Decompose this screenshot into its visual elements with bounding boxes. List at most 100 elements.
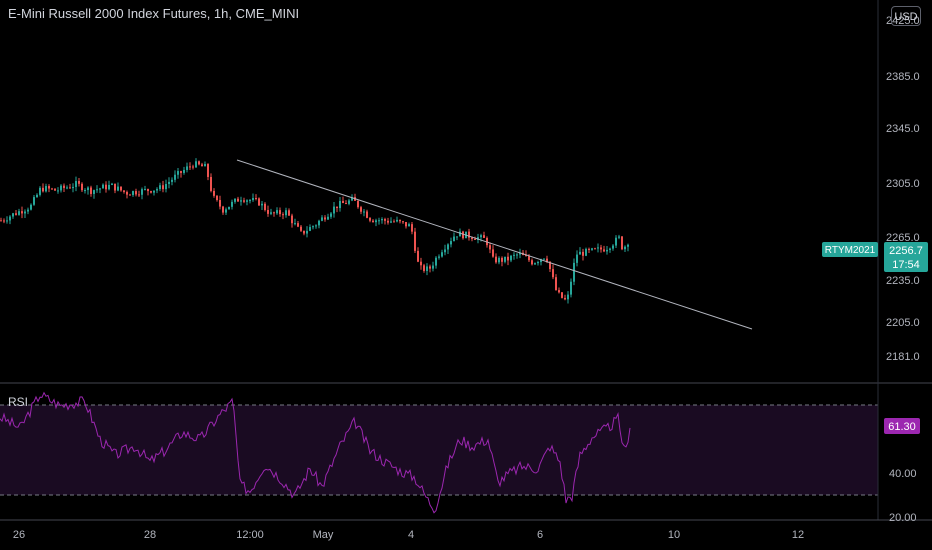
candle-body xyxy=(33,197,35,205)
last-price-value: 2256.7 xyxy=(889,245,923,257)
candle-body xyxy=(171,179,173,182)
candle-body xyxy=(432,265,434,269)
candle-body xyxy=(51,188,53,190)
candle-body xyxy=(480,235,482,238)
candle-body xyxy=(414,231,416,251)
candle-body xyxy=(489,245,491,250)
candle-body xyxy=(375,220,377,223)
candle-body xyxy=(570,281,572,295)
candle-body xyxy=(567,294,569,300)
candle-body xyxy=(366,211,368,218)
candlestick-series xyxy=(0,158,629,304)
bar-countdown: 17:54 xyxy=(892,259,920,271)
candle-body xyxy=(132,191,134,195)
candle-body xyxy=(426,266,428,271)
candle-body xyxy=(384,219,386,221)
candle-body xyxy=(168,181,170,185)
candle-body xyxy=(141,189,143,195)
trend-line[interactable] xyxy=(236,159,753,330)
rsi-axis[interactable]: 40.00 20.00 xyxy=(889,468,917,524)
rsi-line xyxy=(0,391,631,514)
candle-body xyxy=(102,184,104,189)
candle-body xyxy=(123,190,125,192)
candle-body xyxy=(618,236,620,238)
price-tick-label: 2235.0 xyxy=(886,275,920,287)
candle-body xyxy=(294,223,296,225)
candle-body xyxy=(222,206,224,213)
candle-body xyxy=(210,176,212,191)
price-tick-label: 2265.0 xyxy=(886,232,920,244)
rsi-pane-label[interactable]: RSI xyxy=(8,395,29,409)
candle-body xyxy=(390,221,392,223)
candle-body xyxy=(249,200,251,202)
candle-body xyxy=(108,184,110,190)
candle-body xyxy=(357,200,359,208)
candle-body xyxy=(297,223,299,227)
candle-body xyxy=(447,244,449,250)
rsi-band xyxy=(0,405,878,495)
candle-body xyxy=(246,200,248,202)
candle-body xyxy=(537,262,539,264)
rsi-value: 61.30 xyxy=(888,421,916,433)
price-tick-label: 2305.0 xyxy=(886,178,920,190)
candle-body xyxy=(27,209,29,212)
candle-body xyxy=(459,231,461,237)
candle-body xyxy=(453,236,455,242)
candle-body xyxy=(624,246,626,250)
currency-button[interactable]: USD xyxy=(891,6,921,26)
candle-body xyxy=(333,206,335,214)
candle-body xyxy=(72,186,74,189)
candle-body xyxy=(204,164,206,167)
candle-body xyxy=(378,220,380,222)
candle-body xyxy=(387,220,389,223)
candle-body xyxy=(504,256,506,262)
candle-body xyxy=(93,190,95,194)
candle-body xyxy=(18,211,20,215)
candle-body xyxy=(318,220,320,226)
rsi-tick-label: 40.00 xyxy=(889,468,917,480)
candle-body xyxy=(585,248,587,256)
candle-body xyxy=(444,249,446,253)
candle-body xyxy=(516,254,518,256)
candle-body xyxy=(420,261,422,266)
candle-body xyxy=(591,248,593,250)
candle-body xyxy=(321,217,323,221)
time-tick-label: May xyxy=(313,529,334,541)
candle-body xyxy=(558,290,560,293)
candle-body xyxy=(393,221,395,223)
candle-body xyxy=(549,261,551,270)
price-tick-label: 2345.0 xyxy=(886,123,920,135)
candle-body xyxy=(267,210,269,214)
candle-body xyxy=(99,188,101,190)
candle-body xyxy=(15,213,17,215)
candle-body xyxy=(429,266,431,269)
candle-body xyxy=(588,248,590,250)
candle-body xyxy=(396,219,398,222)
candle-body xyxy=(351,197,353,201)
candle-body xyxy=(75,181,77,187)
candle-body xyxy=(597,247,599,249)
candle-body xyxy=(195,161,197,168)
time-axis[interactable]: 26 28 12:00 May 4 6 10 12 xyxy=(13,529,804,541)
candle-body xyxy=(69,187,71,189)
candle-body xyxy=(237,198,239,202)
candle-body xyxy=(456,236,458,238)
candle-body xyxy=(177,171,179,175)
candle-body xyxy=(363,211,365,213)
candle-body xyxy=(30,204,32,210)
candle-body xyxy=(189,166,191,168)
candle-body xyxy=(417,250,419,262)
candle-body xyxy=(144,188,146,190)
candle-body xyxy=(360,207,362,212)
candle-body xyxy=(270,212,272,214)
rsi-value-badge: 61.30 xyxy=(884,418,920,434)
last-price-badge: 2256.7 17:54 xyxy=(884,242,928,272)
candle-body xyxy=(342,201,344,204)
candle-body xyxy=(381,219,383,221)
candle-body xyxy=(534,263,536,265)
candle-body xyxy=(114,183,116,191)
candle-body xyxy=(306,230,308,234)
candle-body xyxy=(36,194,38,198)
candle-body xyxy=(312,226,314,228)
